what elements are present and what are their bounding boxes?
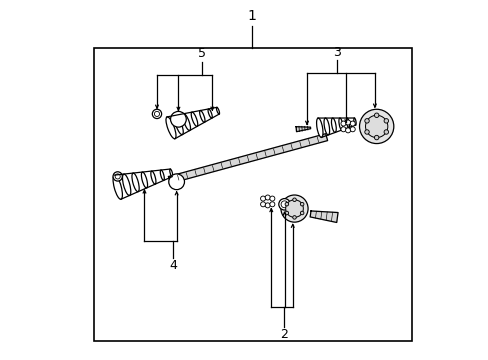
Circle shape (292, 198, 296, 202)
Circle shape (264, 195, 270, 200)
Circle shape (364, 118, 368, 123)
Circle shape (260, 202, 265, 207)
Circle shape (345, 120, 350, 125)
Ellipse shape (199, 111, 204, 122)
Circle shape (364, 130, 368, 134)
Ellipse shape (169, 169, 172, 177)
Ellipse shape (207, 109, 212, 118)
Circle shape (345, 128, 350, 133)
Circle shape (374, 135, 378, 140)
Ellipse shape (122, 174, 130, 195)
Circle shape (170, 111, 186, 127)
Ellipse shape (353, 118, 355, 125)
Ellipse shape (165, 117, 176, 139)
Bar (94, 48, 411, 341)
Circle shape (278, 199, 290, 210)
Ellipse shape (331, 118, 336, 132)
Text: 3: 3 (333, 46, 341, 59)
Ellipse shape (316, 118, 323, 138)
Circle shape (340, 121, 345, 126)
Circle shape (115, 174, 120, 179)
Circle shape (281, 195, 307, 222)
Circle shape (168, 174, 184, 190)
Ellipse shape (160, 170, 164, 180)
Circle shape (349, 121, 354, 126)
Ellipse shape (346, 118, 349, 127)
Polygon shape (309, 211, 337, 222)
Ellipse shape (324, 118, 329, 135)
Text: 5: 5 (197, 47, 205, 60)
Circle shape (264, 203, 270, 208)
Polygon shape (296, 127, 310, 132)
Ellipse shape (338, 118, 342, 130)
Circle shape (285, 211, 288, 215)
Circle shape (260, 196, 265, 201)
Ellipse shape (183, 114, 190, 131)
Circle shape (154, 111, 159, 117)
Circle shape (285, 202, 288, 206)
Text: 4: 4 (169, 258, 177, 271)
Circle shape (374, 113, 378, 117)
Ellipse shape (174, 115, 183, 135)
Circle shape (269, 196, 274, 201)
Circle shape (383, 130, 388, 134)
Circle shape (349, 127, 354, 132)
Polygon shape (168, 134, 327, 184)
Ellipse shape (141, 172, 147, 188)
Circle shape (359, 109, 393, 144)
Circle shape (300, 202, 304, 206)
Circle shape (113, 172, 122, 181)
Circle shape (285, 200, 303, 217)
Ellipse shape (113, 175, 122, 199)
Text: 1: 1 (247, 9, 256, 23)
Circle shape (383, 118, 388, 123)
Circle shape (300, 211, 304, 215)
Circle shape (292, 216, 296, 219)
Circle shape (152, 109, 162, 118)
Circle shape (365, 115, 387, 138)
Ellipse shape (150, 171, 156, 184)
Text: 2: 2 (279, 328, 287, 341)
Circle shape (340, 127, 345, 132)
Ellipse shape (216, 107, 219, 114)
Circle shape (281, 201, 287, 208)
Ellipse shape (132, 173, 139, 192)
Circle shape (269, 202, 274, 207)
Ellipse shape (191, 112, 197, 126)
